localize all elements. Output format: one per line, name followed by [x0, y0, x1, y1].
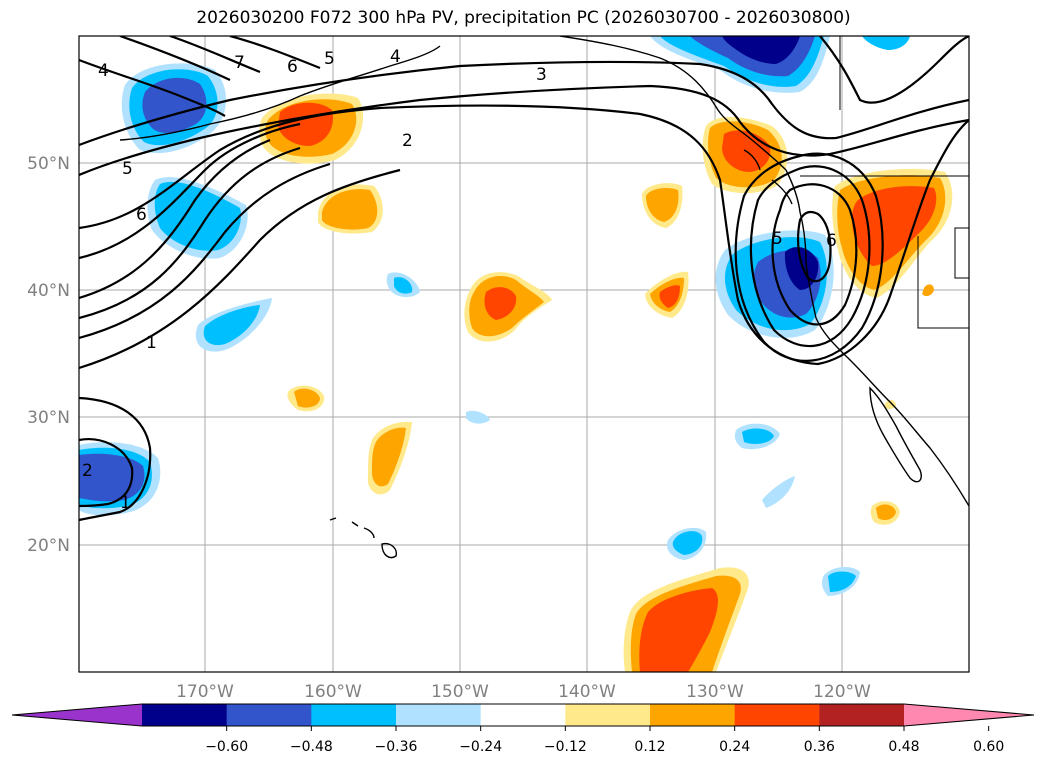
- pv-contour-1: [79, 104, 969, 366]
- aleutian-coast: [119, 45, 441, 141]
- pv-trough-inner-2: [749, 165, 871, 348]
- colorbar-segment: [226, 704, 312, 726]
- colorbar-tick-label: 0.12: [634, 739, 665, 755]
- canada-us-border: [800, 36, 969, 177]
- colorbar-segment: [819, 704, 905, 726]
- pv-contour-sw: [79, 396, 152, 522]
- latitude-labels: 50°N 40°N 30°N 20°N: [27, 154, 70, 556]
- lon-label-130w: 130°W: [686, 682, 744, 702]
- pv-contour-1-low: [79, 168, 401, 370]
- borders: [800, 36, 969, 329]
- pv-trough-inner-1: [771, 183, 858, 326]
- contour-label-6-trough: 6: [826, 231, 837, 251]
- colorbar-extend-low: [12, 704, 142, 726]
- contour-label-6-left: 6: [136, 205, 147, 225]
- colorbar-segment: [480, 704, 566, 726]
- lon-label-120w: 120°W: [813, 682, 871, 702]
- colorbar-tick-label: 0.60: [973, 739, 1004, 755]
- contour-label-7: 7: [234, 53, 245, 73]
- baja-california: [869, 386, 922, 483]
- pv-contours: [79, 36, 969, 522]
- lon-label-150w: 150°W: [431, 682, 489, 702]
- lon-label-160w: 160°W: [304, 682, 362, 702]
- colorbar-outline: [11, 703, 1035, 727]
- contour-label-3: 3: [536, 65, 547, 85]
- colorbar-segment: [396, 704, 482, 726]
- colorbar-segment: [311, 704, 397, 726]
- contour-label-2: 2: [402, 131, 413, 151]
- longitude-labels: 170°W 160°W 150°W 140°W 130°W 120°W: [176, 682, 871, 702]
- colorbar-segment: [734, 704, 820, 726]
- colorbar-segment: [650, 704, 736, 726]
- pv-contour-3: [79, 60, 969, 147]
- state-border: [917, 236, 969, 329]
- lat-label-20n: 20°N: [27, 536, 70, 556]
- map-content: 4 7 6 5 4 3 2 5 6 1 2 1 6 5: [79, 36, 969, 672]
- colorbar-tick-label: 0.48: [888, 739, 919, 755]
- lon-label-170w: 170°W: [176, 682, 234, 702]
- hawaii-islands: [329, 517, 397, 559]
- pv-contour-5: [79, 122, 301, 260]
- contour-label-4-nw: 4: [98, 61, 109, 81]
- colorbar-tick-label: −0.24: [459, 739, 502, 755]
- contour-label-4-top: 4: [390, 47, 401, 67]
- colorbar-segment: [142, 704, 228, 726]
- contour-label-6-top: 6: [287, 57, 298, 77]
- precip-blob-148w-30n: [466, 410, 490, 424]
- colorbar-tick-label: −0.36: [375, 739, 418, 755]
- precip-blob-123w-24n: [762, 476, 795, 508]
- contour-label-2-sw: 2: [82, 461, 93, 481]
- figure-title: 2026030200 F072 300 hPa PV, precipitatio…: [196, 8, 851, 28]
- alaska-coast: [559, 36, 787, 171]
- pv-contour-6: [79, 138, 271, 300]
- map-background: [79, 36, 969, 672]
- lon-label-140w: 140°W: [558, 682, 616, 702]
- lat-label-30n: 30°N: [27, 408, 70, 428]
- contour-label-1-mid: 1: [146, 333, 157, 353]
- contour-labels: 4 7 6 5 4 3 2 5 6 1 2 1 6 5: [82, 47, 837, 513]
- contour-label-5-left: 5: [122, 159, 133, 179]
- colorbar-segment: [565, 704, 651, 726]
- lat-label-50n: 50°N: [27, 154, 70, 174]
- colorbar-extend-high: [904, 704, 1034, 726]
- colorbar-tick-label: 0.24: [719, 739, 750, 755]
- colorbar-tick-label: 0.36: [804, 739, 835, 755]
- contour-label-5-top: 5: [324, 49, 335, 69]
- contour-label-5-trough: 5: [772, 229, 783, 249]
- colorbar-tick-label: −0.12: [544, 739, 587, 755]
- map-frame: [78, 35, 970, 673]
- colorbar: −0.60 −0.48 −0.36 −0.24 −0.12 0.12 0.24 0.36 0.4…: [11, 703, 1035, 755]
- contour-label-1-sw: 1: [120, 493, 131, 513]
- pv-trough-inner-3: [734, 152, 884, 362]
- colorbar-tick-label: −0.48: [290, 739, 333, 755]
- lat-label-40n: 40°N: [27, 281, 70, 301]
- colorbar-tick-label: −0.60: [205, 739, 248, 755]
